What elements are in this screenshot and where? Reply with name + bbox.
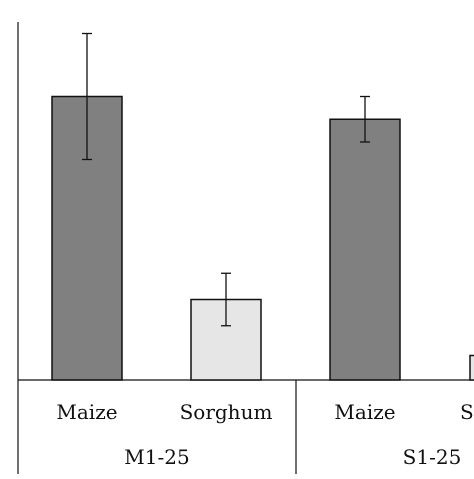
tick-label-sorghum-m1: Sorghum [180, 400, 273, 424]
bars-layer [51, 95, 474, 381]
bar-sorghum-s1-25 [469, 354, 474, 381]
group-label-m1-25: M1-25 [124, 445, 189, 469]
tick-label-maize-s1: Maize [334, 400, 395, 424]
error-bar-maize-m1-25 [82, 32, 92, 161]
tick-label-sorghum-s1: So [460, 400, 474, 424]
error-bar-maize-s1-25 [360, 95, 370, 143]
group-label-s1-25: S1-25 [403, 445, 462, 469]
error-bars-layer [82, 32, 370, 327]
error-bar-sorghum-m1-25 [221, 272, 231, 327]
bar-maize-s1-25 [329, 118, 401, 381]
tick-label-maize-m1: Maize [56, 400, 117, 424]
